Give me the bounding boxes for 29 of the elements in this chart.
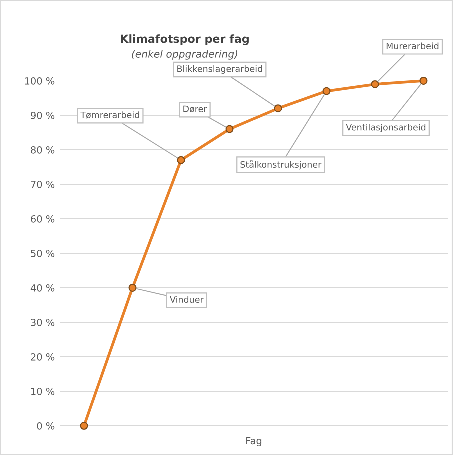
point <box>274 104 282 113</box>
chart-title: Klimafotspor per fag <box>121 34 249 46</box>
y-tick-label: 80 % <box>31 146 55 154</box>
y-tick-label: 20 % <box>31 353 55 361</box>
y-tick-label: 100 % <box>25 77 55 85</box>
data-label: Blikkenslagerarbeid <box>178 65 262 74</box>
point <box>226 125 234 134</box>
point <box>80 422 88 430</box>
point <box>128 284 137 292</box>
data-label: Vinduer <box>170 296 204 304</box>
y-tick-label: 40 % <box>30 284 55 292</box>
y-tick-label: 50 % <box>31 250 55 258</box>
data-label: Ventilasjonsarbeid <box>346 124 426 132</box>
y-tick-label: 10 % <box>32 388 55 396</box>
data-label: Tømrerarbeid <box>80 112 140 119</box>
y-tick-label: 70 % <box>31 180 55 188</box>
point <box>177 156 186 164</box>
x-axis-title: Fag <box>246 437 262 447</box>
y-tick-label: 60 % <box>31 215 55 223</box>
y-tick-label: 30 % <box>31 318 55 326</box>
data-label: Stålkonstruksjoner <box>240 160 322 170</box>
data-label: Dører <box>184 106 208 113</box>
point <box>420 77 428 85</box>
chart-subtitle: (enkel oppgradering) <box>132 50 238 60</box>
data-label: Murerarbeid <box>386 42 439 50</box>
point <box>371 80 380 88</box>
point <box>322 87 331 96</box>
y-tick-label: 90 % <box>31 112 55 120</box>
y-tick-label: 0 % <box>37 422 55 430</box>
